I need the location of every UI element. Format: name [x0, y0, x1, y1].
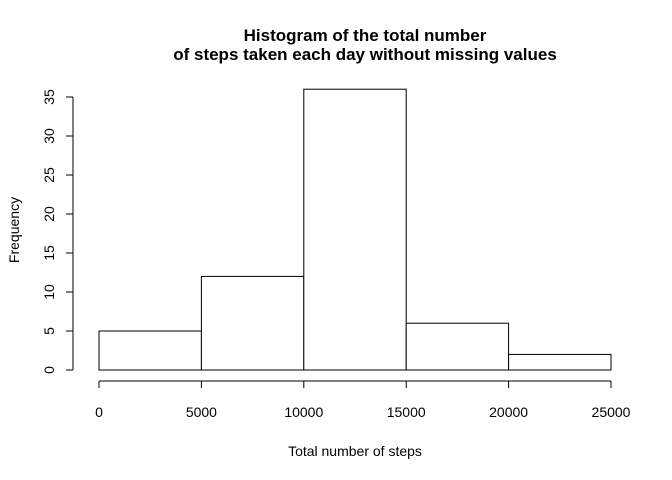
- histogram-bar-2: [303, 88, 407, 371]
- y-tick-label-0: 0: [41, 366, 57, 374]
- x-tick-label-0: 0: [95, 404, 103, 420]
- histogram-bars: [98, 88, 612, 371]
- x-tick-label-3: 15000: [387, 404, 426, 420]
- y-tick-label-3: 15: [41, 245, 57, 261]
- y-tick-label-7: 35: [41, 89, 57, 105]
- x-tick-label-2: 10000: [284, 404, 323, 420]
- y-axis: 0 5 10 15 20 25 30 35: [41, 89, 74, 374]
- y-tick-label-5: 25: [41, 167, 57, 183]
- y-axis-label: Frequency: [6, 197, 22, 263]
- histogram-bar-3: [405, 322, 510, 371]
- chart-title-line-2: of steps taken each day without missing …: [173, 45, 557, 64]
- chart-title-line-1: Histogram of the total number: [244, 26, 487, 45]
- histogram-bar-4: [508, 353, 612, 371]
- y-tick-label-4: 20: [41, 206, 57, 222]
- x-tick-label-4: 20000: [489, 404, 528, 420]
- histogram-bar-0: [98, 330, 202, 371]
- x-tick-label-5: 25000: [592, 404, 631, 420]
- y-tick-label-1: 5: [41, 327, 57, 335]
- x-axis-label: Total number of steps: [288, 443, 422, 459]
- x-tick-label-1: 5000: [186, 404, 217, 420]
- y-tick-label-2: 10: [41, 284, 57, 300]
- x-axis: 0 5000 10000 15000 20000 25000: [95, 380, 631, 420]
- y-tick-label-6: 30: [41, 128, 57, 144]
- histogram-bar-1: [200, 275, 305, 371]
